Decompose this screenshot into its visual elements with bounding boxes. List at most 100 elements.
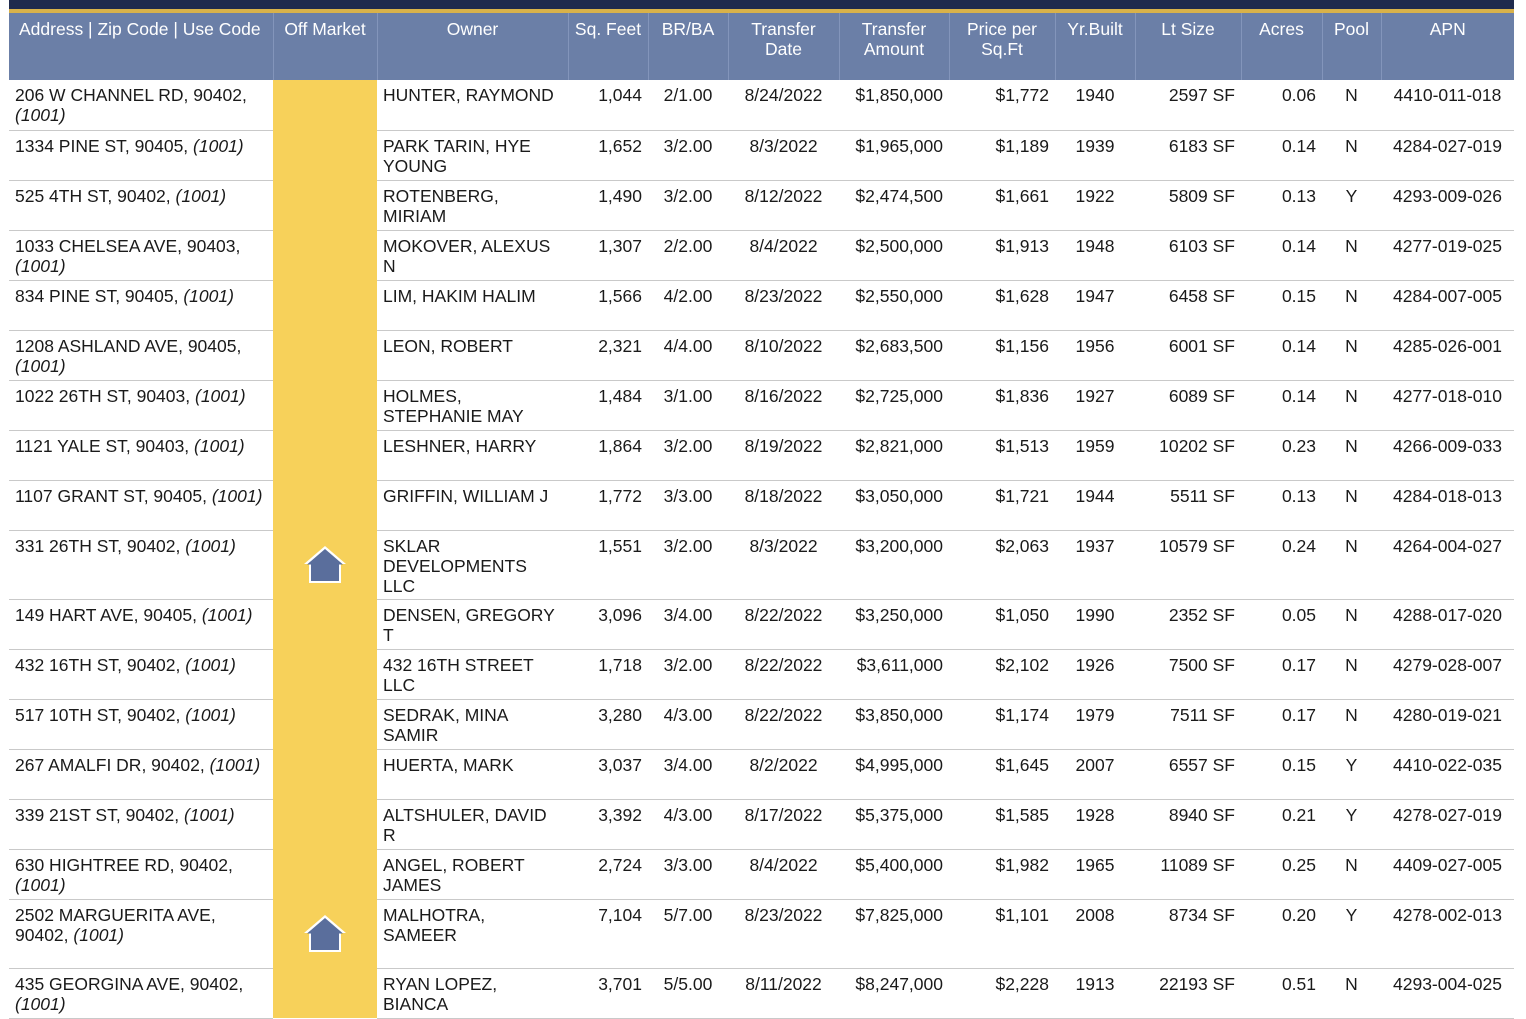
cell-transfer-amount: $2,821,000 bbox=[839, 430, 949, 481]
col-header-off-market[interactable]: Off Market bbox=[272, 13, 377, 80]
cell-yr-built: 2007 bbox=[1055, 749, 1135, 800]
cell-owner: MALHOTRA, SAMEER bbox=[377, 899, 568, 969]
use-code: (1001) bbox=[185, 535, 236, 556]
cell-pool: N bbox=[1322, 599, 1381, 650]
cell-apn: 4410-022-035 bbox=[1381, 749, 1514, 800]
cell-pool: Y bbox=[1322, 899, 1381, 969]
table-row[interactable]: 339 21ST ST, 90402, (1001) ALTSHULER, DAV… bbox=[9, 799, 1514, 850]
table-row[interactable]: 267 AMALFI DR, 90402, (1001) HUERTA, MARK… bbox=[9, 749, 1514, 800]
cell-address: 1334 PINE ST, 90405, (1001) bbox=[9, 130, 273, 181]
cell-sq-feet: 3,096 bbox=[568, 599, 648, 650]
house-icon[interactable] bbox=[273, 543, 377, 587]
cell-address: 1033 CHELSEA AVE, 90403, (1001) bbox=[9, 230, 273, 281]
cell-transfer-date: 8/4/2022 bbox=[728, 230, 839, 281]
cell-lot-size: 10202 SF bbox=[1135, 430, 1241, 481]
cell-sq-feet: 3,037 bbox=[568, 749, 648, 800]
cell-apn: 4409-027-005 bbox=[1381, 849, 1514, 900]
col-header-address[interactable]: Address | Zip Code | Use Code bbox=[9, 13, 273, 80]
use-code: (1001) bbox=[15, 355, 66, 376]
cell-lot-size: 8940 SF bbox=[1135, 799, 1241, 850]
col-header-owner[interactable]: Owner bbox=[376, 13, 568, 80]
cell-transfer-amount: $3,050,000 bbox=[839, 480, 949, 531]
table-row[interactable]: 1334 PINE ST, 90405, (1001) PARK TARIN, H… bbox=[9, 130, 1514, 181]
cell-br-ba: 3/2.00 bbox=[648, 430, 728, 481]
cell-owner: PARK TARIN, HYE YOUNG bbox=[377, 130, 568, 181]
cell-lot-size: 6183 SF bbox=[1135, 130, 1241, 181]
table-row[interactable]: 1121 YALE ST, 90403, (1001) LESHNER, HARR… bbox=[9, 430, 1514, 481]
cell-transfer-amount: $2,500,000 bbox=[839, 230, 949, 281]
cell-address: 1022 26TH ST, 90403, (1001) bbox=[9, 380, 273, 431]
table-row[interactable]: 630 HIGHTREE RD, 90402, (1001) ANGEL, ROB… bbox=[9, 849, 1514, 900]
cell-price-per-sqft: $2,228 bbox=[949, 968, 1055, 1019]
table-row[interactable]: 1208 ASHLAND AVE, 90405, (1001) LEON, ROB… bbox=[9, 330, 1514, 381]
table-row[interactable]: 1107 GRANT ST, 90405, (1001) GRIFFIN, WIL… bbox=[9, 480, 1514, 531]
use-code: (1001) bbox=[15, 874, 66, 895]
cell-apn: 4284-007-005 bbox=[1381, 280, 1514, 331]
col-header-transfer-date[interactable]: Transfer Date bbox=[727, 13, 839, 80]
cell-yr-built: 1939 bbox=[1055, 130, 1135, 181]
cell-br-ba: 3/3.00 bbox=[648, 480, 728, 531]
col-header-price-per-sqft[interactable]: Price per Sq.Ft bbox=[948, 13, 1055, 80]
cell-yr-built: 1959 bbox=[1055, 430, 1135, 481]
cell-transfer-amount: $2,474,500 bbox=[839, 180, 949, 231]
col-header-br-ba[interactable]: BR/BA bbox=[647, 13, 728, 80]
cell-price-per-sqft: $1,050 bbox=[949, 599, 1055, 650]
table-row[interactable]: 432 16TH ST, 90402, (1001) 432 16TH STREE… bbox=[9, 649, 1514, 700]
cell-lot-size: 22193 SF bbox=[1135, 968, 1241, 1019]
table-row[interactable]: 2502 MARGUERITA AVE, 90402, (1001) MALHOT… bbox=[9, 899, 1514, 969]
col-header-apn[interactable]: APN bbox=[1380, 13, 1514, 80]
cell-price-per-sqft: $1,628 bbox=[949, 280, 1055, 331]
table-row[interactable]: 206 W CHANNEL RD, 90402, (1001) HUNTER, R… bbox=[9, 80, 1514, 131]
table-row[interactable]: 435 GEORGINA AVE, 90402, (1001) RYAN LOPE… bbox=[9, 968, 1514, 1019]
table-row[interactable]: 517 10TH ST, 90402, (1001) SEDRAK, MINA S… bbox=[9, 699, 1514, 750]
cell-pool: N bbox=[1322, 968, 1381, 1019]
cell-price-per-sqft: $1,156 bbox=[949, 330, 1055, 381]
cell-owner: LEON, ROBERT bbox=[377, 330, 568, 381]
cell-apn: 4410-011-018 bbox=[1381, 80, 1514, 131]
cell-price-per-sqft: $1,585 bbox=[949, 799, 1055, 850]
cell-acres: 0.20 bbox=[1241, 899, 1322, 969]
cell-off-market bbox=[273, 80, 377, 130]
cell-acres: 0.17 bbox=[1241, 699, 1322, 750]
use-code: (1001) bbox=[195, 385, 246, 406]
cell-br-ba: 4/4.00 bbox=[648, 330, 728, 381]
cell-apn: 4279-028-007 bbox=[1381, 649, 1514, 700]
cell-yr-built: 1913 bbox=[1055, 968, 1135, 1019]
cell-price-per-sqft: $1,101 bbox=[949, 899, 1055, 969]
cell-address: 331 26TH ST, 90402, (1001) bbox=[9, 530, 273, 600]
col-header-yr-built[interactable]: Yr.Built bbox=[1054, 13, 1135, 80]
col-header-pool[interactable]: Pool bbox=[1321, 13, 1381, 80]
table-row[interactable]: 834 PINE ST, 90405, (1001) LIM, HAKIM HAL… bbox=[9, 280, 1514, 331]
col-header-acres[interactable]: Acres bbox=[1240, 13, 1322, 80]
cell-lot-size: 11089 SF bbox=[1135, 849, 1241, 900]
cell-owner: ROTENBERG, MIRIAM bbox=[377, 180, 568, 231]
cell-owner: LESHNER, HARRY bbox=[377, 430, 568, 481]
table-row[interactable]: 1022 26TH ST, 90403, (1001) HOLMES, STEPH… bbox=[9, 380, 1514, 431]
cell-yr-built: 1956 bbox=[1055, 330, 1135, 381]
cell-pool: N bbox=[1322, 330, 1381, 381]
cell-br-ba: 3/2.00 bbox=[648, 180, 728, 231]
cell-transfer-date: 8/2/2022 bbox=[728, 749, 839, 800]
use-code: (1001) bbox=[211, 485, 263, 506]
cell-lot-size: 2352 SF bbox=[1135, 599, 1241, 650]
cell-acres: 0.17 bbox=[1241, 649, 1322, 700]
cell-pool: Y bbox=[1322, 180, 1381, 231]
table-row[interactable]: 1033 CHELSEA AVE, 90403, (1001) MOKOVER, … bbox=[9, 230, 1514, 281]
col-header-lot-size[interactable]: Lt Size bbox=[1134, 13, 1241, 80]
table-row[interactable]: 525 4TH ST, 90402, (1001) ROTENBERG, MIRI… bbox=[9, 180, 1514, 231]
table-row[interactable]: 149 HART AVE, 90405, (1001) DENSEN, GREGO… bbox=[9, 599, 1514, 650]
house-icon[interactable] bbox=[273, 912, 377, 956]
cell-transfer-amount: $3,611,000 bbox=[839, 649, 949, 700]
cell-off-market bbox=[273, 380, 377, 430]
table-row[interactable]: 331 26TH ST, 90402, (1001) SKLAR DEVELOPM… bbox=[9, 530, 1514, 600]
col-header-sq-feet[interactable]: Sq. Feet bbox=[567, 13, 648, 80]
cell-address: 517 10TH ST, 90402, (1001) bbox=[9, 699, 273, 750]
cell-pool: N bbox=[1322, 380, 1381, 431]
cell-price-per-sqft: $1,772 bbox=[949, 80, 1055, 131]
cell-pool: N bbox=[1322, 849, 1381, 900]
col-header-transfer-amount[interactable]: Transfer Amount bbox=[838, 13, 949, 80]
cell-br-ba: 4/2.00 bbox=[648, 280, 728, 331]
cell-pool: N bbox=[1322, 649, 1381, 700]
use-code: (1001) bbox=[194, 435, 245, 456]
cell-lot-size: 6458 SF bbox=[1135, 280, 1241, 331]
